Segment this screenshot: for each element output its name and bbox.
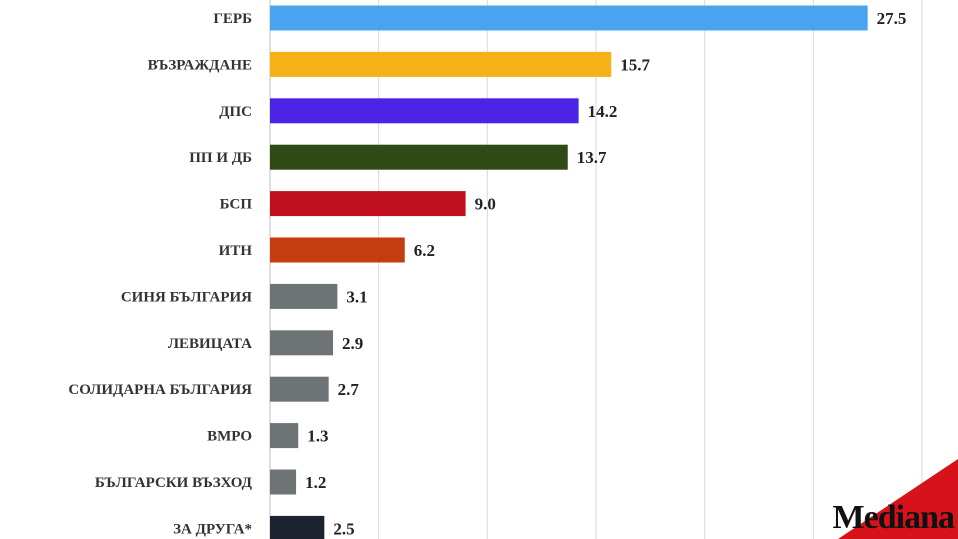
category-label: СОЛИДАРНА БЪЛГАРИЯ [68, 382, 252, 398]
value-label: 2.9 [342, 334, 363, 353]
category-label: ДПС [219, 104, 252, 120]
bar [270, 515, 325, 539]
logo-text: Mediana [832, 499, 955, 536]
bar [270, 98, 579, 124]
value-label: 2.7 [338, 380, 360, 399]
bar [270, 283, 338, 309]
category-label: ПП И ДБ [189, 150, 252, 166]
category-label: ГЕРБ [213, 11, 252, 27]
value-label: 13.7 [577, 148, 607, 167]
category-label: БСП [220, 197, 253, 213]
value-label: 1.2 [305, 473, 326, 492]
bar [270, 469, 297, 495]
value-label: 15.7 [620, 55, 650, 74]
value-label: 14.2 [588, 102, 618, 121]
bar [270, 330, 334, 356]
bar [270, 191, 466, 217]
category-label: БЪЛГАРСКИ ВЪЗХОД [95, 475, 253, 491]
logo-red-wedge [838, 459, 958, 539]
bar [270, 5, 868, 31]
bar [270, 376, 329, 402]
value-label: 27.5 [877, 9, 907, 28]
bar [270, 51, 612, 77]
category-label: ВЪЗРАЖДАНЕ [148, 57, 252, 73]
bar [270, 423, 299, 449]
category-label: ИТН [219, 243, 253, 259]
category-label: ЗА ДРУГА* [173, 521, 252, 537]
value-label: 1.3 [307, 427, 328, 446]
value-label: 6.2 [414, 241, 435, 260]
bar [270, 237, 405, 263]
value-label: 9.0 [475, 195, 496, 214]
category-label: СИНЯ БЪЛГАРИЯ [121, 289, 252, 305]
bar [270, 144, 568, 170]
category-label: ЛЕВИЦАТА [168, 336, 252, 352]
mediana-logo: Mediana [818, 459, 958, 539]
value-label: 2.5 [333, 519, 354, 538]
category-label: ВМРО [207, 429, 252, 445]
value-label: 3.1 [346, 287, 367, 306]
